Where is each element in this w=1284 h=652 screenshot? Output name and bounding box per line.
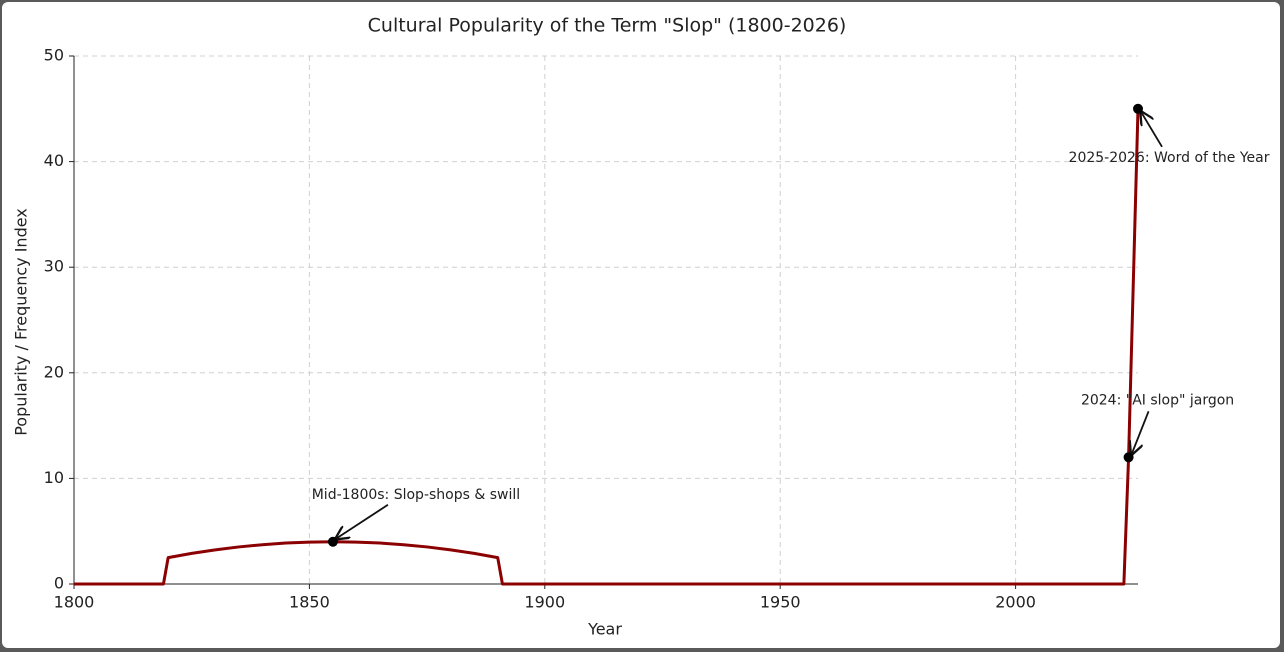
line <box>74 108 1140 586</box>
annotation-point <box>327 536 338 547</box>
y-axis-label: Popularity / Frequency Index <box>12 208 31 436</box>
annotation-arrow <box>1141 112 1163 148</box>
x-tick-label: 1950 <box>760 593 801 612</box>
x-tick-label: 1900 <box>524 593 565 612</box>
x-axis-label: Year <box>587 620 622 639</box>
y-tick-label: 50 <box>44 46 64 65</box>
annotation-point <box>1133 103 1143 114</box>
y-tick-label: 0 <box>54 574 64 593</box>
y-tick-label: 30 <box>44 257 64 276</box>
annotation-text: 2024: "AI slop" jargon <box>1081 392 1234 408</box>
annotation-arrow <box>336 504 389 539</box>
y-tick-label: 20 <box>44 362 64 381</box>
y-tick-label: 10 <box>44 468 64 487</box>
x-tick-label: 1800 <box>54 593 95 612</box>
annotation-point <box>1123 452 1134 463</box>
chart-title: Cultural Popularity of the Term "Slop" (… <box>368 15 847 37</box>
x-tick-label: 2000 <box>995 593 1036 612</box>
annotation-arrow <box>1132 410 1150 454</box>
x-tick-label: 1850 <box>289 593 330 612</box>
annotation-text: Mid-1800s: Slop-shops & swill <box>312 487 520 503</box>
y-tick-label: 40 <box>44 151 64 170</box>
annotation-text: 2025-2026: Word of the Year <box>1069 150 1270 166</box>
